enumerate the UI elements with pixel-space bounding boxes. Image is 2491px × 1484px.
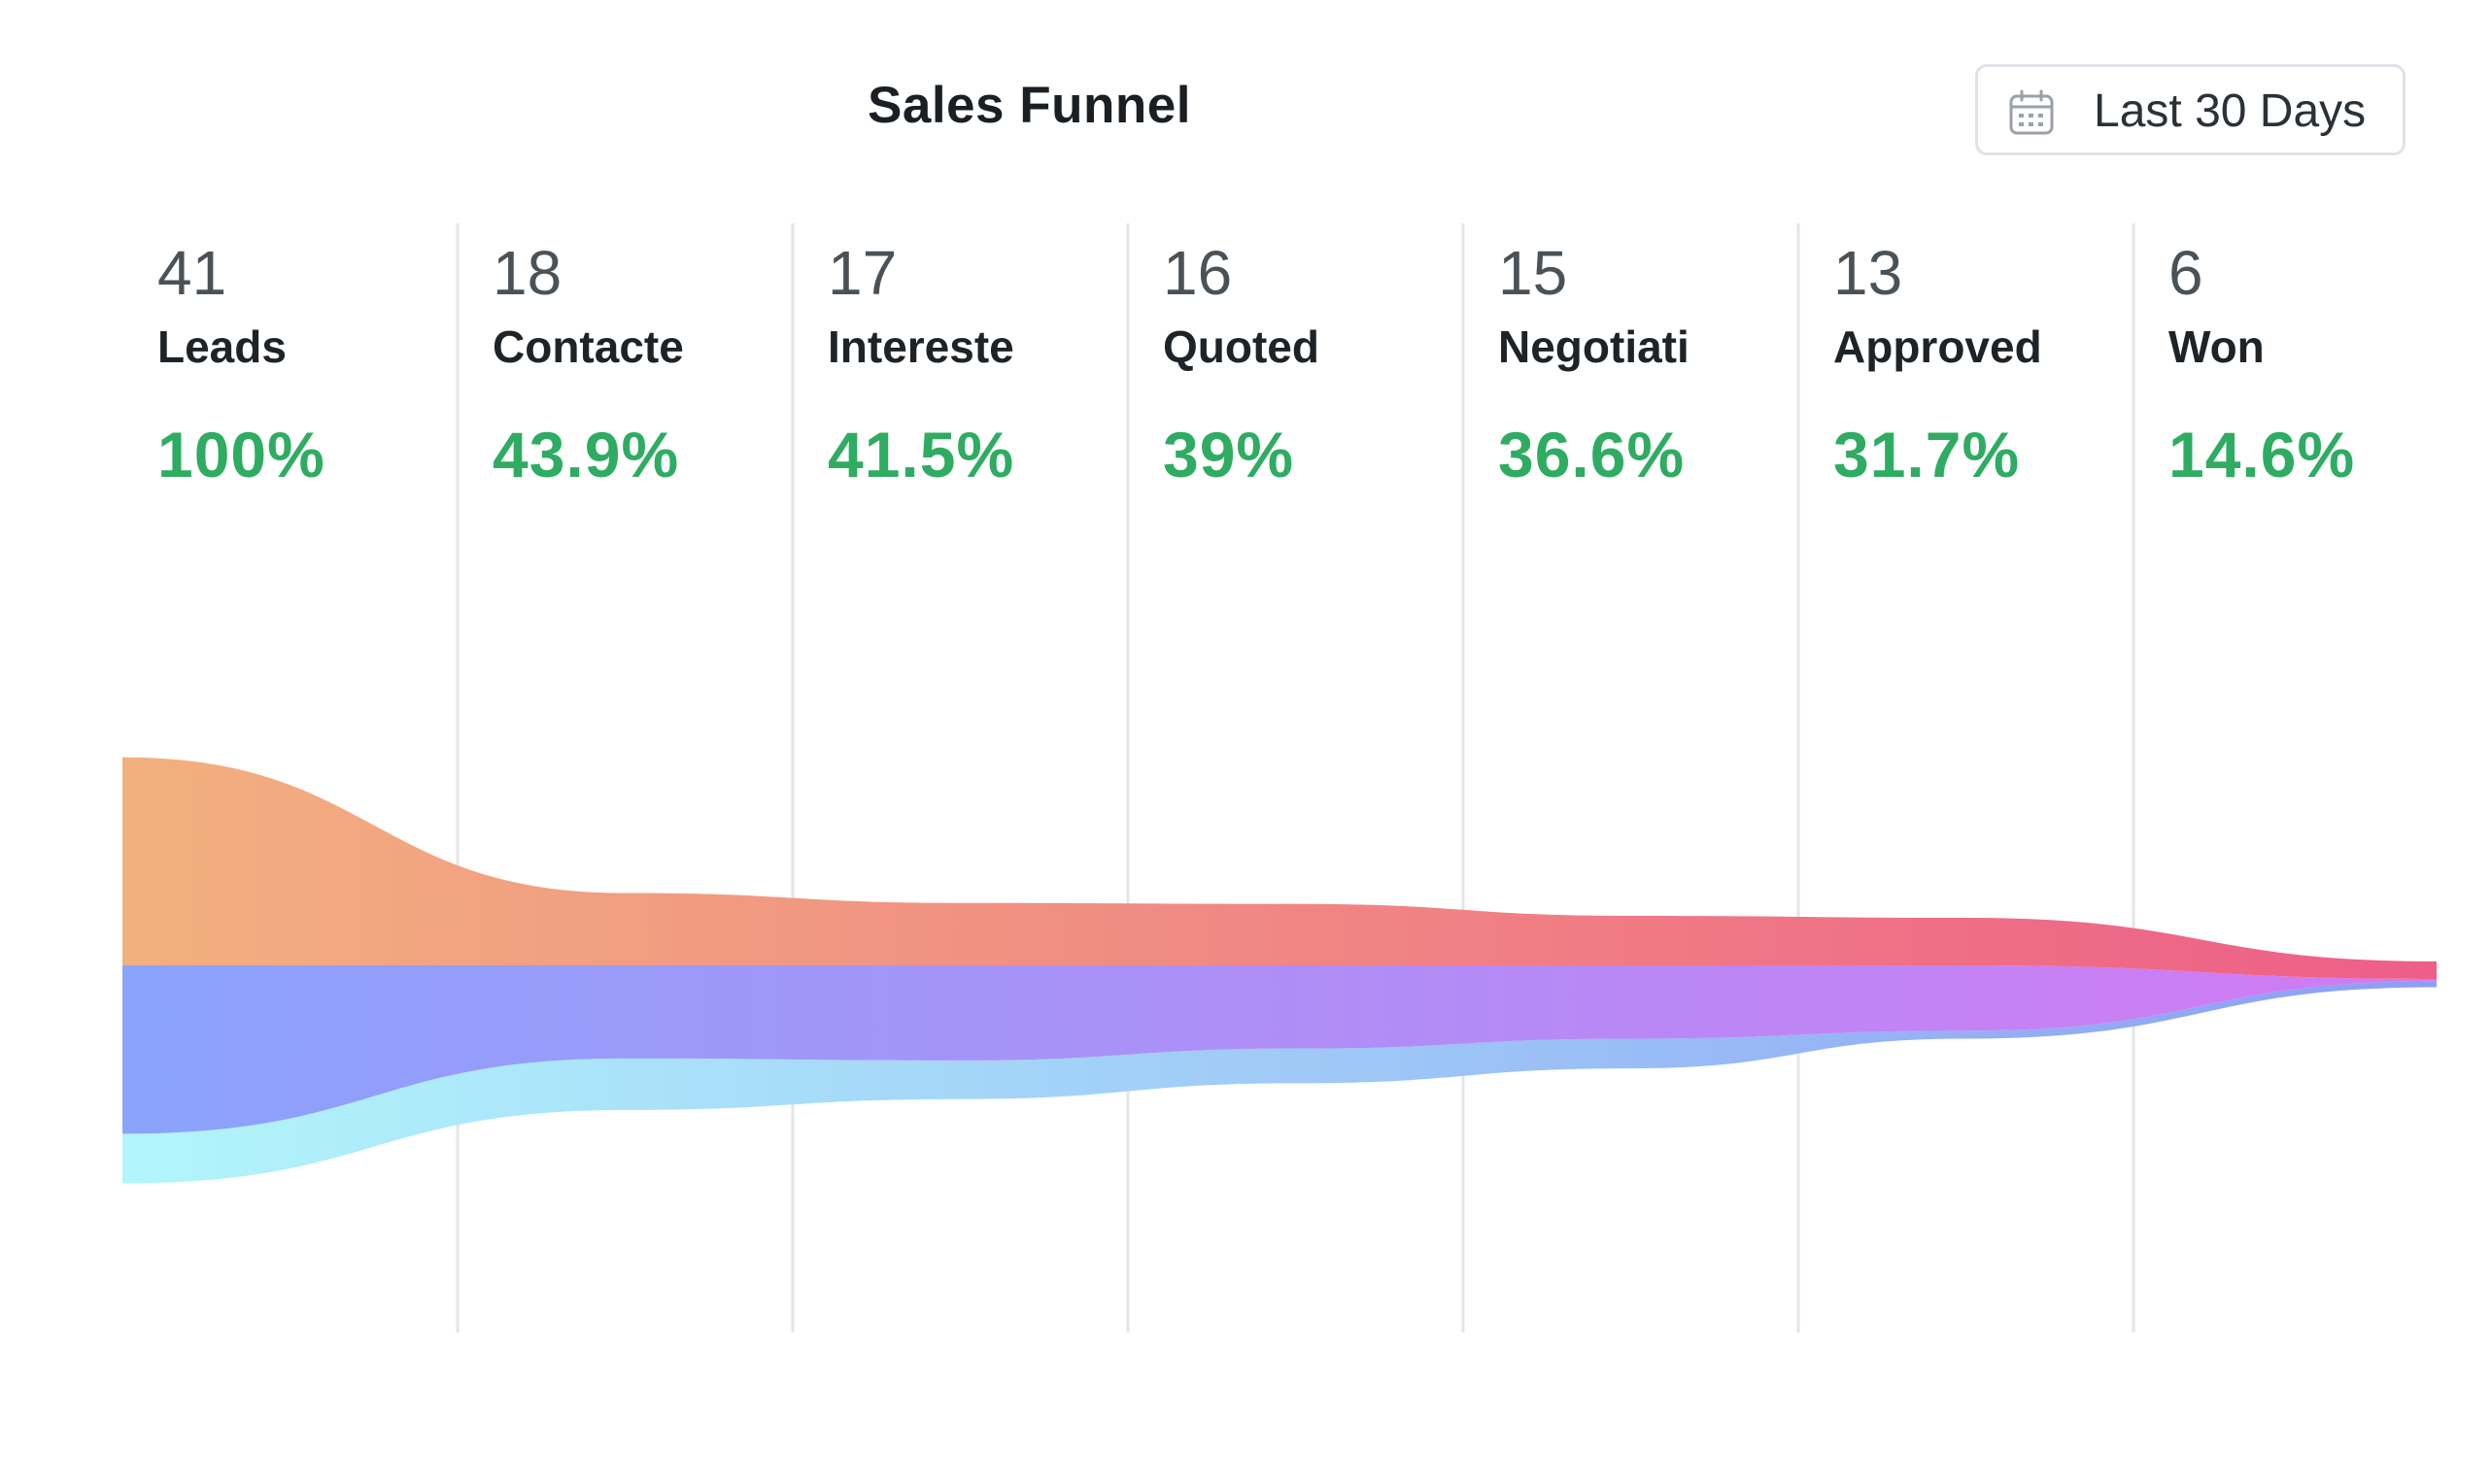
stage-count: 15 — [1498, 238, 1568, 308]
stage-conversion-pct: 41.5% — [828, 419, 1015, 490]
stage-name: Contacte — [493, 321, 684, 372]
stage-conversion-pct: 39% — [1163, 419, 1295, 490]
stage-name: Approved — [1833, 321, 2042, 372]
stage-column: 41 Leads 100% — [157, 223, 379, 515]
stage-name: Won — [2168, 321, 2265, 372]
stage-name: Quoted — [1163, 321, 1319, 372]
stage-count: 18 — [493, 238, 563, 308]
stage-count: 13 — [1833, 238, 1903, 308]
stage-name: Negotiati — [1498, 321, 1689, 372]
stage-column: 18 Contacte 43.9% — [493, 223, 714, 515]
stage-conversion-pct: 14.6% — [2168, 419, 2356, 490]
stage-column: 15 Negotiati 36.6% — [1498, 223, 1720, 515]
stage-name: Leads — [157, 321, 287, 372]
stage-count: 16 — [1163, 238, 1233, 308]
stage-column: 16 Quoted 39% — [1163, 223, 1384, 515]
stage-count: 6 — [2168, 238, 2203, 308]
stage-conversion-pct: 43.9% — [493, 419, 680, 490]
upper-band-area — [122, 757, 2437, 979]
lower-band-area — [122, 981, 2437, 1184]
calendar-icon — [2009, 89, 2054, 135]
stage-column: 6 Won 14.6% — [2168, 223, 2421, 515]
chart-title: Sales Funnel — [868, 77, 1191, 134]
date-range-button[interactable]: Last 30 Days — [1975, 64, 2406, 155]
stage-count: 41 — [157, 238, 227, 308]
date-range-label: Last 30 Days — [2094, 85, 2367, 137]
stage-column: 17 Intereste 41.5% — [828, 223, 1049, 515]
stage-conversion-pct: 31.7% — [1833, 419, 2021, 490]
stage-conversion-pct: 100% — [157, 419, 325, 490]
stage-name: Intereste — [828, 321, 1014, 372]
stage-count: 17 — [828, 238, 898, 308]
stage-conversion-pct: 36.6% — [1498, 419, 1686, 490]
middle-band-area — [122, 965, 2437, 1134]
stage-column: 13 Approved 31.7% — [1833, 223, 2055, 515]
